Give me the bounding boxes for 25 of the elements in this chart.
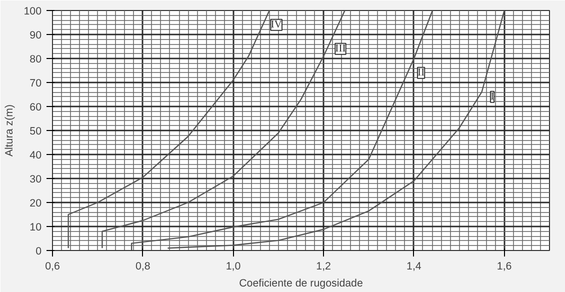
y-tick-label: 100	[24, 6, 42, 18]
y-tick-label: 50	[30, 126, 42, 138]
y-tick-label: 10	[30, 222, 42, 234]
x-tick-label: 0,6	[45, 260, 60, 272]
y-axis-title: Altura z(m)	[4, 104, 16, 157]
y-tick-label: 60	[30, 102, 42, 114]
series-label: IV	[270, 19, 282, 30]
y-tick-label: 30	[30, 174, 42, 186]
line-series	[68, 10, 270, 249]
line-series	[130, 10, 434, 250]
y-tick-label: 0	[36, 246, 42, 258]
y-tick-label: 90	[30, 30, 42, 42]
series-label: III	[335, 43, 346, 54]
y-tick-label: 70	[30, 78, 42, 90]
line-series	[102, 10, 346, 249]
x-tick-label: 1,6	[496, 260, 512, 272]
x-axis-title: Coeficiente de rugosidade	[239, 278, 363, 290]
x-tick-label: 1,2	[316, 260, 332, 272]
x-tick-label: 1,4	[406, 260, 422, 272]
line-series	[167, 10, 505, 249]
x-tick-label: 0,8	[135, 260, 150, 272]
y-tick-label: 20	[30, 198, 42, 210]
y-tick-label: 80	[30, 54, 42, 66]
x-tick-label: 1,0	[226, 260, 241, 272]
y-tick-label: 40	[30, 150, 42, 162]
